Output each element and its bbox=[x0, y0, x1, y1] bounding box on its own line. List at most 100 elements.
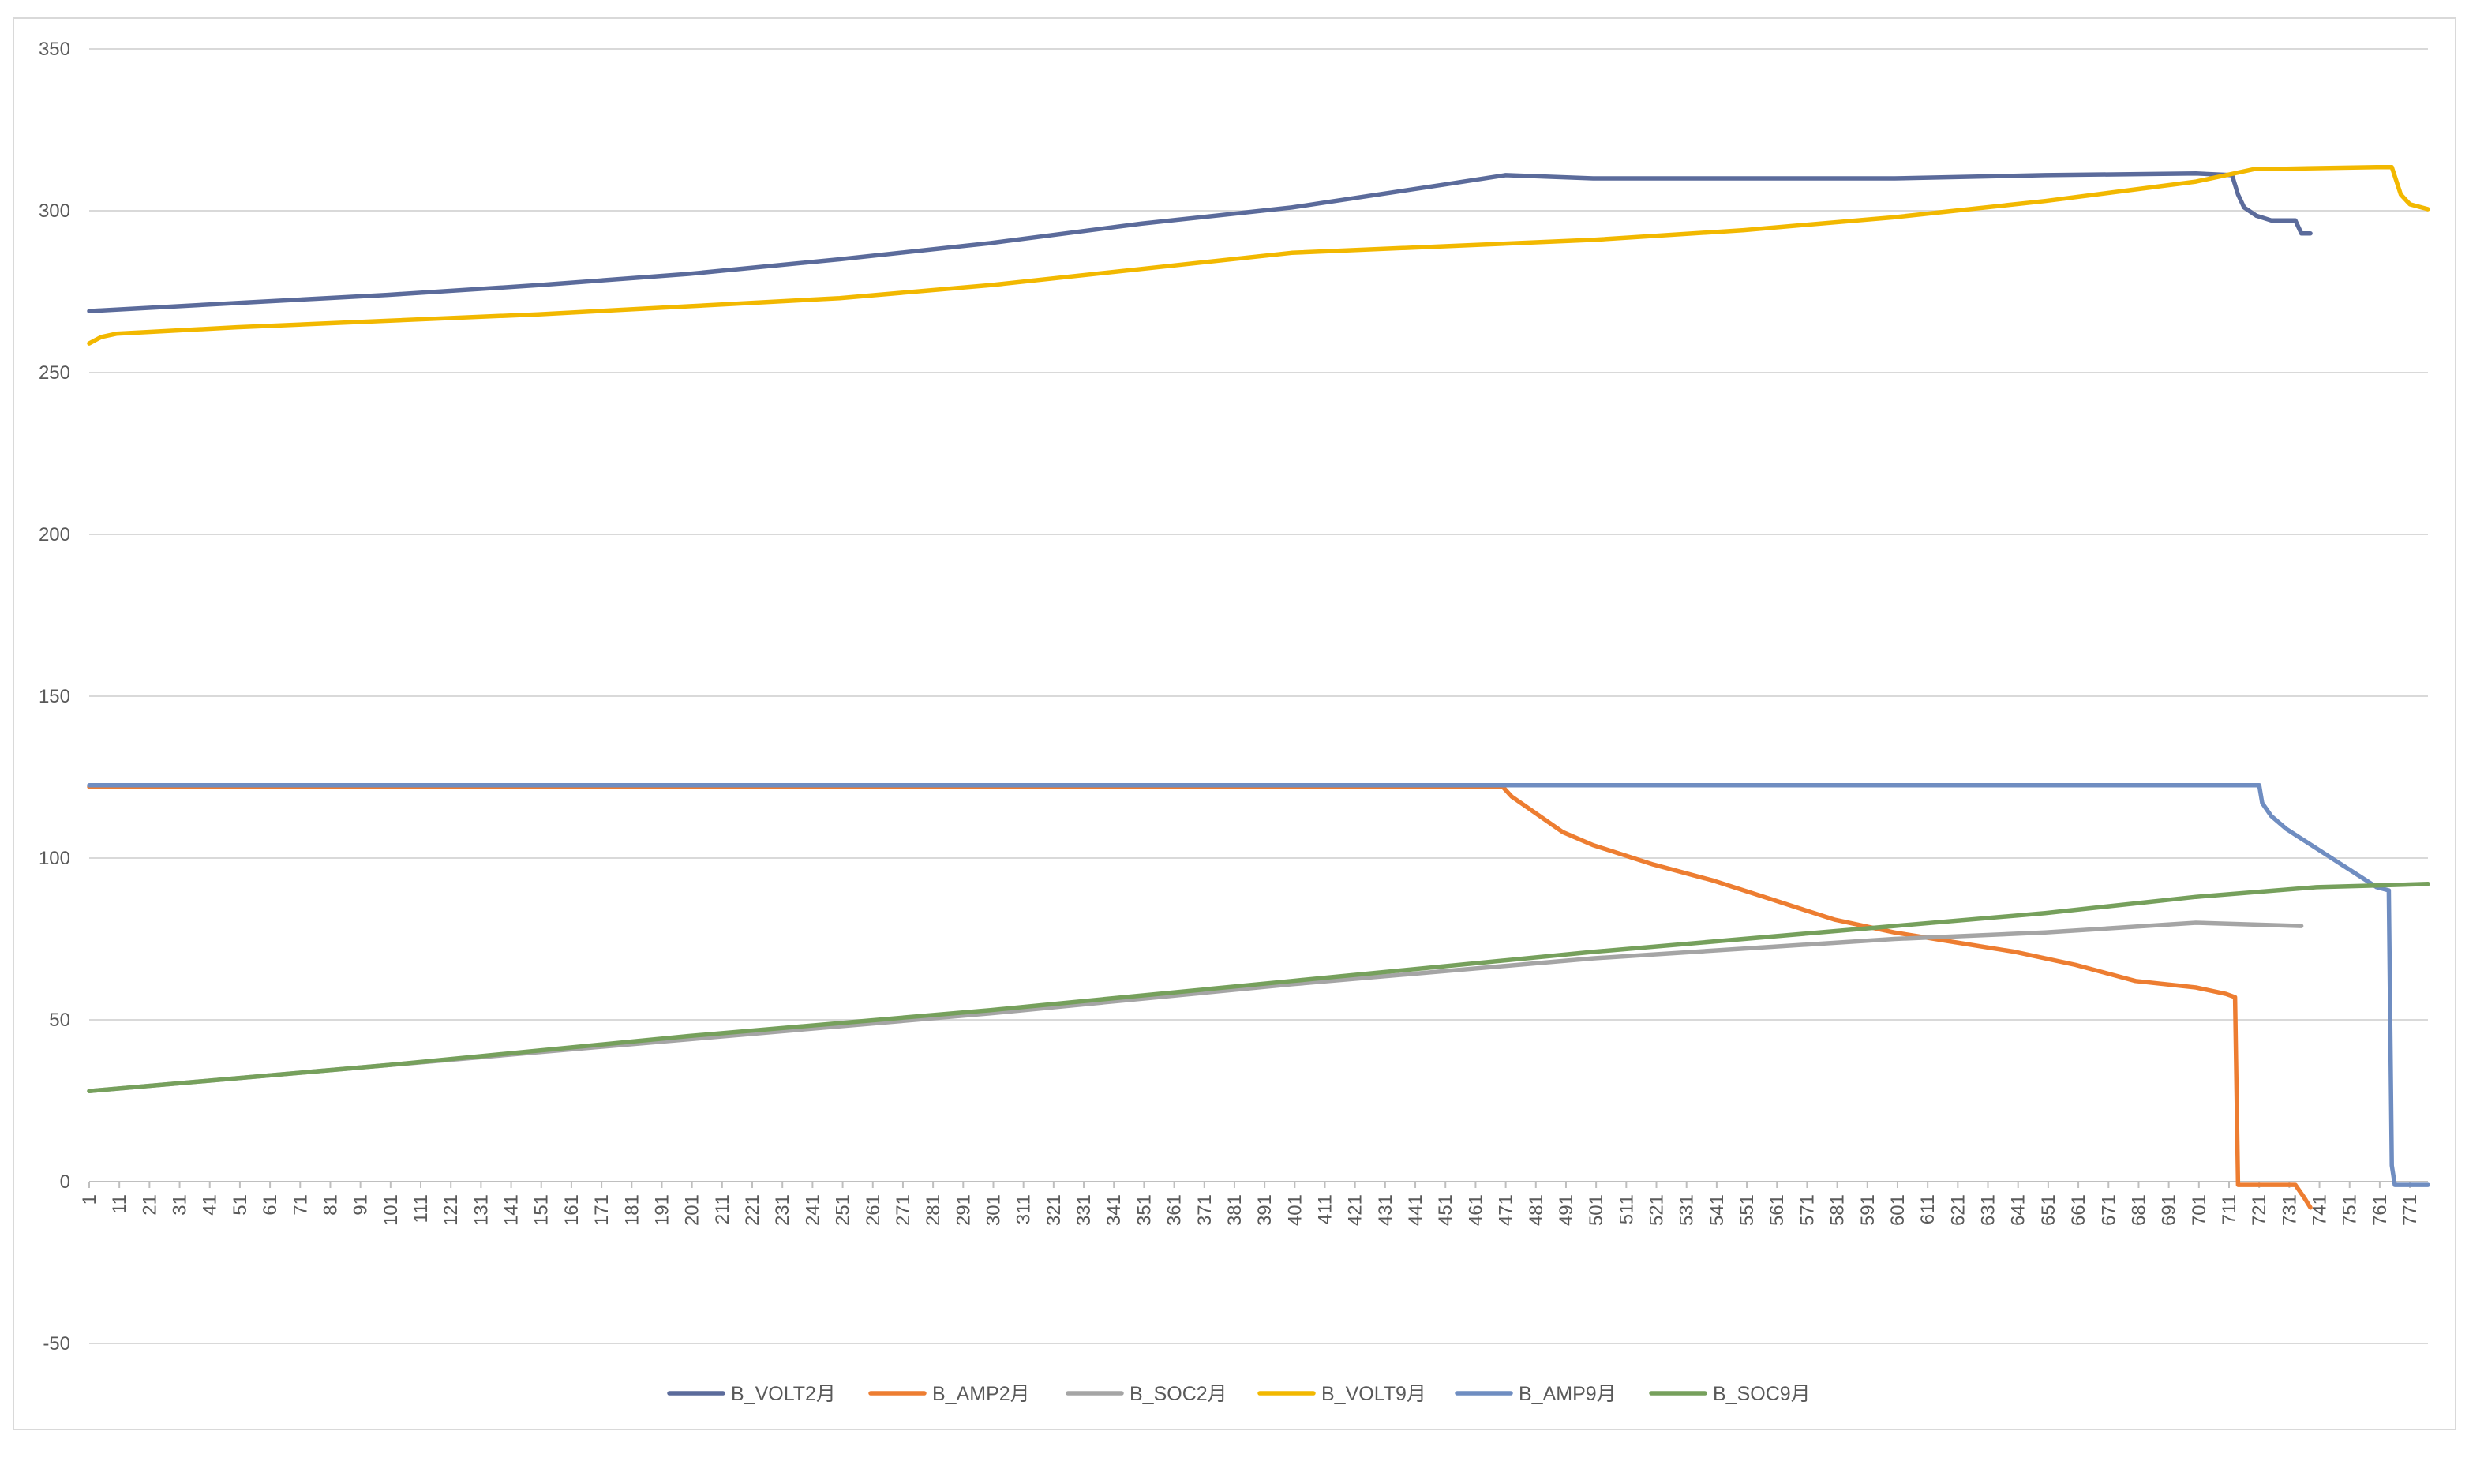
series-line-2 bbox=[87, 785, 2313, 1210]
x-tick-label: 391 bbox=[1254, 1194, 1276, 1226]
y-tick-label: 100 bbox=[39, 848, 70, 869]
y-tick-label: 250 bbox=[39, 362, 70, 384]
x-tick-label: 51 bbox=[230, 1194, 251, 1216]
x-tick-label: 591 bbox=[1857, 1194, 1879, 1226]
x-tick-label: 511 bbox=[1616, 1194, 1637, 1224]
chart-area: -50 0 50 100 150 200 250 300 350 1 11 21 31 41 51 61 71… bbox=[13, 17, 2456, 1430]
x-tick-label: 501 bbox=[1586, 1194, 1607, 1226]
x-tick-label: 761 bbox=[2370, 1194, 2391, 1226]
x-tick-label: 61 bbox=[260, 1194, 281, 1216]
x-tick-label: 771 bbox=[2400, 1194, 2421, 1226]
legend-label: B_SOC9月 bbox=[1713, 1383, 1811, 1405]
x-tick-label: 491 bbox=[1556, 1194, 1577, 1226]
x-tick-label: 21 bbox=[139, 1194, 160, 1216]
x-tick-label: 121 bbox=[440, 1194, 462, 1226]
x-tick-label: 571 bbox=[1796, 1194, 1818, 1226]
x-tick-label: 701 bbox=[2189, 1194, 2210, 1226]
x-tick-label: 311 bbox=[1013, 1194, 1035, 1224]
x-tick-label: 101 bbox=[380, 1194, 402, 1226]
x-tick-label: 531 bbox=[1677, 1194, 1698, 1226]
legend: B_VOLT2月 B_AMP2月 B_SOC2月 B_VOLT9月 B_AMP9月 B_S… bbox=[667, 1383, 1811, 1405]
x-tick-label: 521 bbox=[1647, 1194, 1668, 1226]
x-tick-label: 551 bbox=[1737, 1194, 1758, 1226]
x-tick-label: 471 bbox=[1496, 1194, 1517, 1226]
x-tick-label: 441 bbox=[1405, 1194, 1426, 1226]
x-tick-label: 401 bbox=[1284, 1194, 1306, 1226]
x-tick-label: 541 bbox=[1707, 1194, 1728, 1226]
x-tick-label: 691 bbox=[2159, 1194, 2180, 1226]
x-tick-label: 561 bbox=[1767, 1194, 1788, 1226]
x-tick-label: 411 bbox=[1315, 1194, 1336, 1224]
series-line-6 bbox=[87, 882, 2430, 1093]
x-tick-label: 171 bbox=[591, 1194, 613, 1226]
x-tick-label: 261 bbox=[863, 1194, 884, 1226]
legend-item: B_VOLT9月 bbox=[1257, 1383, 1426, 1405]
x-tick-label: 651 bbox=[2038, 1194, 2059, 1226]
x-tick-label: 81 bbox=[320, 1194, 341, 1216]
legend-item: B_SOC2月 bbox=[1066, 1383, 1227, 1405]
x-tick-label: 301 bbox=[983, 1194, 1004, 1226]
y-tick-label: 200 bbox=[39, 524, 70, 545]
y-tick-label: 0 bbox=[60, 1171, 70, 1193]
y-tick-label: 50 bbox=[49, 1010, 70, 1031]
x-tick-label: 201 bbox=[682, 1194, 703, 1226]
x-tick-label: 111 bbox=[410, 1194, 432, 1223]
legend-label: B_VOLT9月 bbox=[1321, 1383, 1426, 1405]
x-tick-label: 331 bbox=[1073, 1194, 1095, 1226]
x-tick-label: 421 bbox=[1345, 1194, 1366, 1226]
y-tick-label: -50 bbox=[43, 1333, 70, 1355]
x-tick-label: 351 bbox=[1133, 1194, 1155, 1226]
legend-label: B_AMP9月 bbox=[1519, 1383, 1617, 1405]
x-tick-label: 281 bbox=[923, 1194, 944, 1226]
x-tick-label: 601 bbox=[1887, 1194, 1909, 1226]
y-axis: -50 0 50 100 150 200 250 300 350 bbox=[39, 39, 70, 1355]
y-tick-label: 350 bbox=[39, 39, 70, 60]
x-tick-label: 581 bbox=[1827, 1194, 1849, 1226]
x-tick-label: 291 bbox=[953, 1194, 974, 1226]
x-tick-label: 361 bbox=[1164, 1194, 1186, 1226]
legend-item: B_AMP9月 bbox=[1455, 1383, 1617, 1405]
x-tick-label: 321 bbox=[1043, 1194, 1065, 1226]
x-tick-label: 221 bbox=[742, 1194, 763, 1226]
series-line-5 bbox=[87, 783, 2430, 1187]
x-tick-label: 271 bbox=[893, 1194, 914, 1226]
x-tick-label: 381 bbox=[1224, 1194, 1246, 1226]
series-line-4 bbox=[87, 164, 2430, 346]
x-tick-label: 641 bbox=[2008, 1194, 2029, 1226]
x-tick-label: 71 bbox=[290, 1194, 311, 1216]
legend-item: B_SOC9月 bbox=[1649, 1383, 1811, 1405]
x-tick-label: 731 bbox=[2279, 1194, 2300, 1226]
x-tick-label: 751 bbox=[2340, 1194, 2361, 1226]
x-tick-label: 671 bbox=[2098, 1194, 2119, 1226]
x-tick-label: 41 bbox=[200, 1194, 221, 1216]
x-tick-label: 711 bbox=[2219, 1194, 2240, 1224]
x-tick-label: 161 bbox=[561, 1194, 583, 1226]
x-tick-label: 241 bbox=[802, 1194, 823, 1226]
x-tick-label: 661 bbox=[2068, 1194, 2089, 1226]
x-tick-label: 131 bbox=[470, 1194, 492, 1226]
x-tick-label: 621 bbox=[1947, 1194, 1969, 1226]
legend-label: B_VOLT2月 bbox=[731, 1383, 836, 1405]
x-tick-label: 31 bbox=[170, 1194, 191, 1216]
series-line-3 bbox=[87, 920, 2304, 1093]
x-tick-label: 181 bbox=[621, 1194, 643, 1226]
legend-label: B_AMP2月 bbox=[932, 1383, 1030, 1405]
legend-label: B_SOC2月 bbox=[1130, 1383, 1227, 1405]
x-tick-label: 191 bbox=[651, 1194, 673, 1226]
x-tick-label: 631 bbox=[1978, 1194, 1999, 1226]
x-tick-label: 611 bbox=[1917, 1194, 1939, 1224]
y-tick-label: 150 bbox=[39, 686, 70, 707]
x-tick-label: 451 bbox=[1435, 1194, 1456, 1226]
x-tick-label: 741 bbox=[2310, 1194, 2331, 1226]
x-tick-label: 251 bbox=[833, 1194, 854, 1226]
gridlines bbox=[89, 48, 2428, 1344]
x-tick-label: 141 bbox=[501, 1194, 523, 1226]
x-tick-label: 481 bbox=[1526, 1194, 1547, 1226]
x-tick-label: 371 bbox=[1194, 1194, 1216, 1226]
x-tick-label: 11 bbox=[109, 1194, 130, 1214]
x-tick-label: 151 bbox=[531, 1194, 553, 1226]
series-lines bbox=[87, 164, 2430, 1210]
x-tick-label: 231 bbox=[772, 1194, 793, 1226]
legend-item: B_VOLT2月 bbox=[667, 1383, 836, 1405]
x-tick-label: 1 bbox=[79, 1194, 100, 1205]
